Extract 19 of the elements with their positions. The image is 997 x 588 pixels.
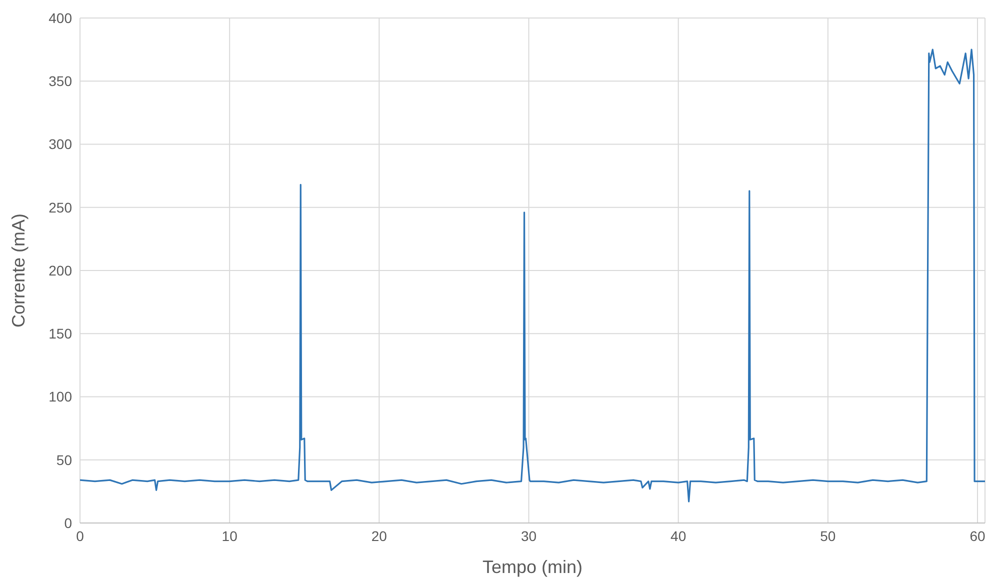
y-tick-label: 150 (48, 326, 72, 342)
y-tick-label: 250 (48, 199, 72, 216)
y-tick-label: 350 (48, 73, 72, 90)
y-tick-label: 100 (48, 388, 72, 405)
x-tick-label: 60 (970, 528, 986, 544)
y-tick-label: 200 (48, 262, 72, 278)
x-tick-label: 20 (371, 528, 388, 544)
x-tick-label: 50 (820, 528, 836, 544)
x-tick-label: 30 (520, 528, 537, 544)
x-tick-label: 10 (222, 528, 238, 544)
y-tick-label: 300 (48, 136, 72, 152)
x-axis-title: Tempo (min) (482, 557, 583, 577)
x-tick-label: 0 (76, 528, 84, 544)
line-series (80, 48, 985, 502)
y-tick-label: 50 (56, 452, 72, 468)
y-tick-label: 400 (48, 10, 72, 26)
y-tick-label: 0 (64, 514, 72, 531)
y-axis-title: Corrente (mA) (8, 213, 28, 328)
x-tick-label: 40 (670, 528, 686, 544)
